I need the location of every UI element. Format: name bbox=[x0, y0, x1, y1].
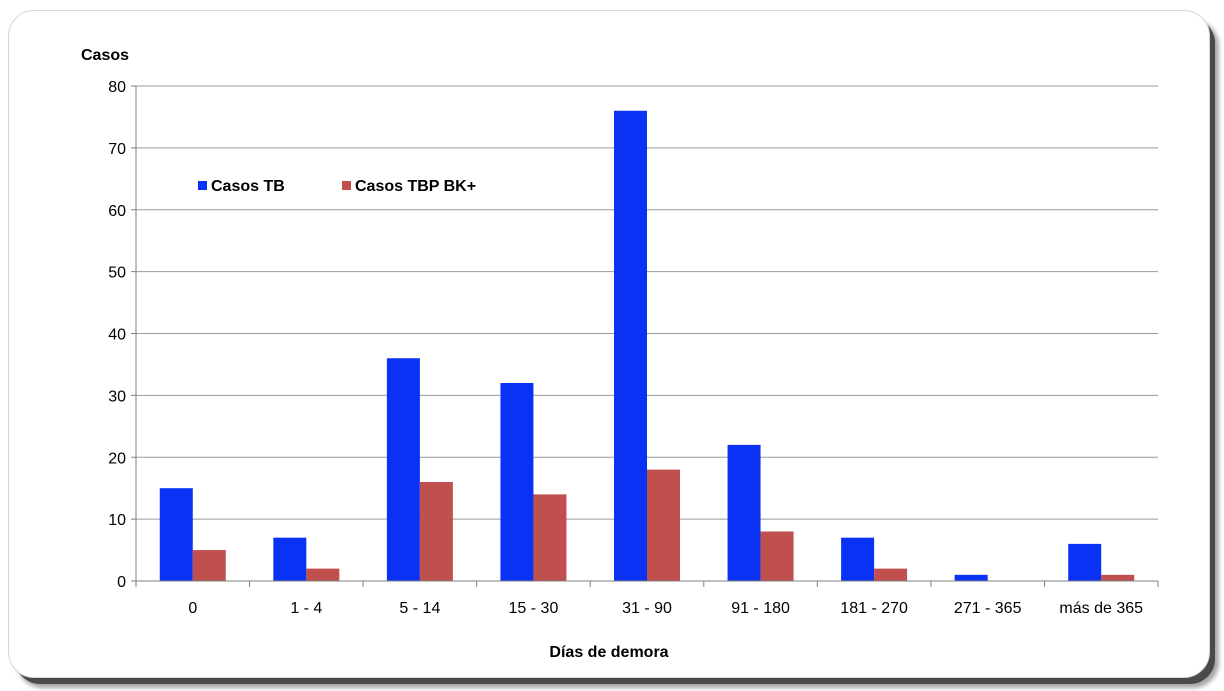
legend-label-casos-tbp-bk: Casos TBP BK+ bbox=[355, 178, 476, 195]
x-tick-label-4: 31 - 90 bbox=[622, 600, 672, 617]
x-tick-label-2: 5 - 14 bbox=[399, 600, 440, 617]
x-tick-label-3: 15 - 30 bbox=[509, 600, 559, 617]
x-tick-label-7: 271 - 365 bbox=[954, 600, 1022, 617]
y-tick-label-30: 30 bbox=[108, 388, 126, 405]
x-tick-label-8: más de 365 bbox=[1059, 600, 1143, 617]
x-tick-label-6: 181 - 270 bbox=[840, 600, 908, 617]
bar-series0-2 bbox=[386, 358, 420, 581]
x-tick-label-1: 1 - 4 bbox=[290, 600, 322, 617]
bar-series1-1 bbox=[306, 568, 340, 581]
y-tick-label-60: 60 bbox=[108, 203, 126, 220]
y-tick-label-70: 70 bbox=[108, 141, 126, 158]
y-tick-label-50: 50 bbox=[108, 265, 126, 282]
x-tick-label-5: 91 - 180 bbox=[731, 600, 790, 617]
y-tick-label-80: 80 bbox=[108, 79, 126, 96]
axes bbox=[131, 85, 1159, 587]
y-tick-label-40: 40 bbox=[108, 327, 126, 344]
bar-series0-4 bbox=[614, 110, 647, 581]
y-tick-label-0: 0 bbox=[117, 574, 126, 591]
bar-series0-0 bbox=[159, 488, 193, 581]
bar-series1-0 bbox=[192, 550, 226, 581]
bar-series1-3 bbox=[533, 494, 567, 581]
bar-series0-5 bbox=[727, 444, 761, 581]
legend-swatch-casos-tb bbox=[198, 181, 207, 190]
bar-series0-8 bbox=[1068, 543, 1102, 581]
legend-label-casos-tb: Casos TB bbox=[211, 178, 285, 195]
bar-series1-5 bbox=[760, 531, 794, 581]
bar-chart: 0 10 20 30 40 50 60 70 80 0 1 - 4 5 - 14 15 - 30 31 -… bbox=[81, 47, 1159, 661]
x-tick-label-0: 0 bbox=[188, 600, 197, 617]
y-tick-label-20: 20 bbox=[108, 450, 126, 467]
tick-labels: 0 10 20 30 40 50 60 70 80 0 1 - 4 5 - 14 15 - 30 31 -… bbox=[108, 79, 1143, 617]
y-tick-label-10: 10 bbox=[108, 512, 126, 529]
bar-series0-7 bbox=[954, 574, 988, 581]
bar-series1-8 bbox=[1101, 574, 1135, 581]
bar-series1-2 bbox=[419, 482, 453, 581]
bar-series1-6 bbox=[874, 568, 908, 581]
bars bbox=[159, 110, 1135, 581]
bar-series0-6 bbox=[841, 537, 875, 581]
y-axis-title: Casos bbox=[81, 47, 129, 64]
x-axis-title: Días de demora bbox=[549, 644, 668, 661]
bar-series0-1 bbox=[273, 537, 307, 581]
legend-swatch-casos-tbp-bk bbox=[342, 181, 351, 190]
legend: Casos TB Casos TBP BK+ bbox=[198, 178, 476, 195]
chart-frame: 0 10 20 30 40 50 60 70 80 0 1 - 4 5 - 14 15 - 30 31 -… bbox=[8, 10, 1210, 678]
bar-series1-4 bbox=[647, 469, 680, 581]
bar-series0-3 bbox=[500, 383, 534, 581]
